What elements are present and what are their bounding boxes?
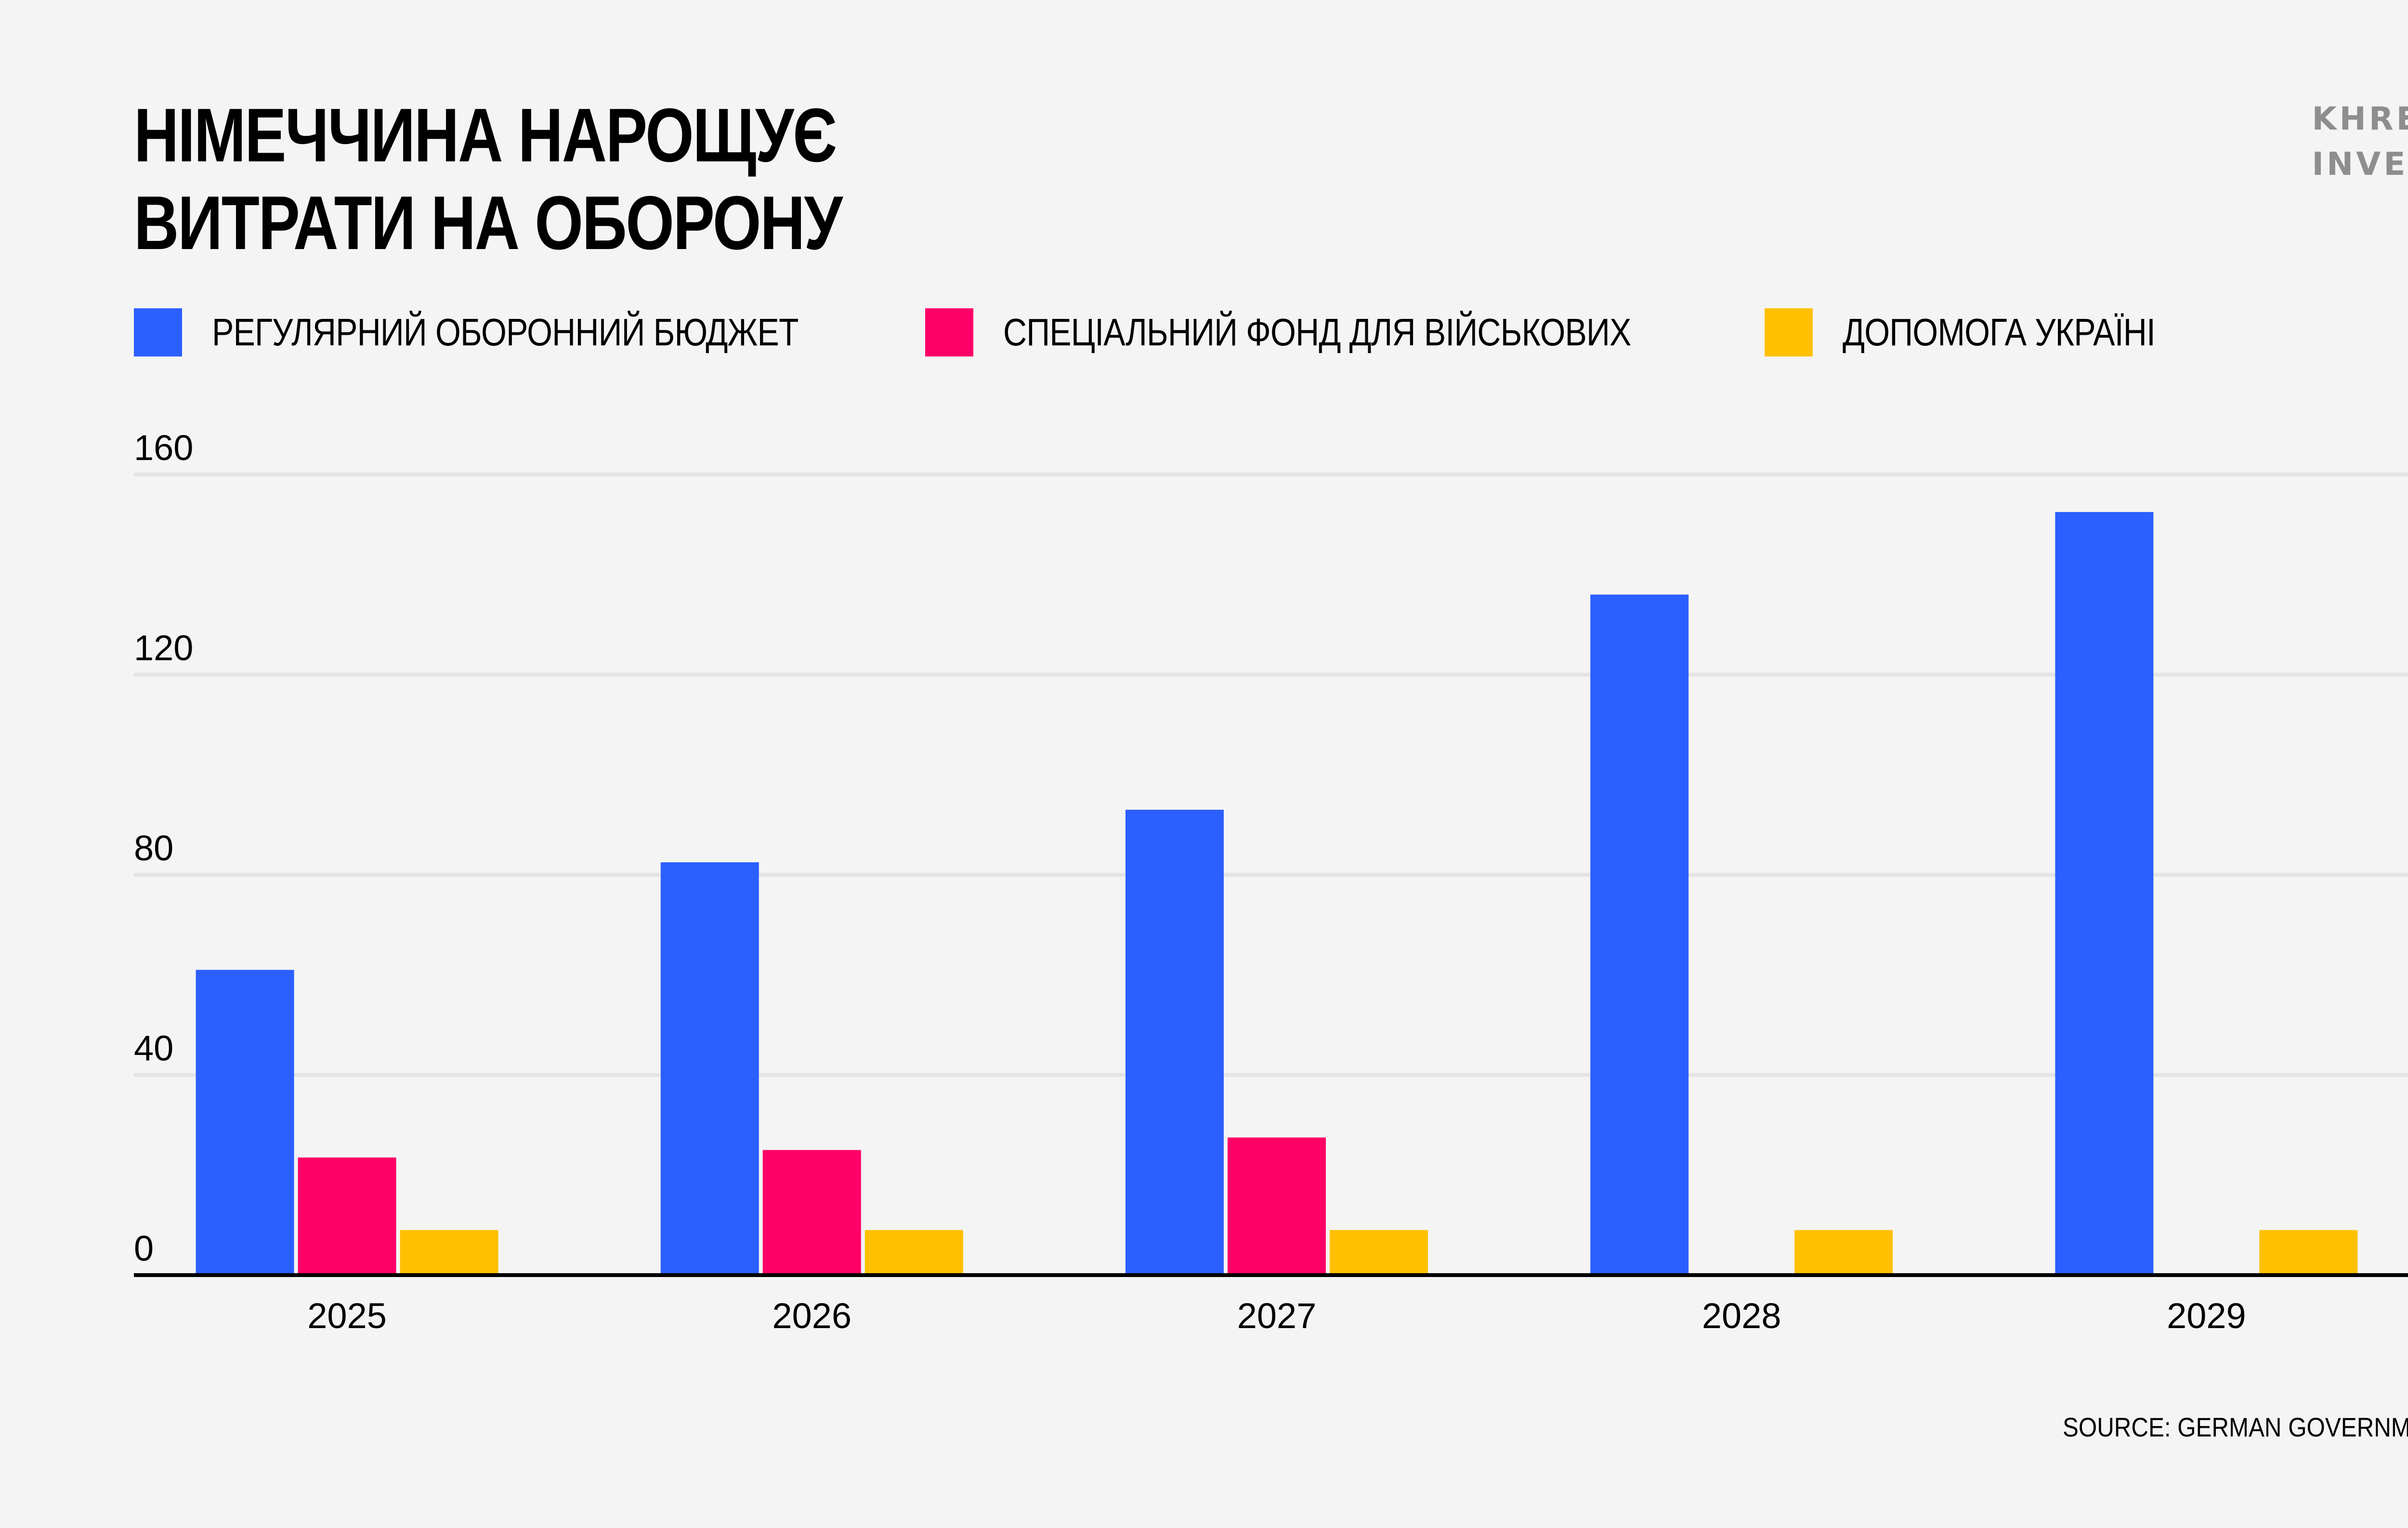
- source-note: SOURCE: GERMAN GOVERNMENT: [2062, 1412, 2408, 1442]
- legend-item-regular-budget: РЕГУЛЯРНИЙ ОБОРОННИЙ БЮДЖЕТ: [134, 308, 902, 356]
- chart-title-line-1: НІМЕЧЧИНА НАРОЩУЄ: [134, 93, 837, 178]
- y-tick-label-120: 120: [134, 628, 193, 668]
- bar-special-fund-2027: [1228, 1137, 1326, 1275]
- y-tick-label-0: 0: [134, 1228, 154, 1268]
- bar-ukraine-aid-2027: [1330, 1230, 1428, 1275]
- legend: РЕГУЛЯРНИЙ ОБОРОННИЙ БЮДЖЕТ СПЕЦІАЛЬНИЙ …: [134, 308, 2234, 356]
- legend-swatch-ukraine-aid: [1765, 308, 1813, 356]
- bar-ukraine-aid-2026: [864, 1230, 963, 1275]
- x-tick-label-2026: 2026: [772, 1296, 851, 1336]
- legend-swatch-regular-budget: [134, 308, 182, 356]
- legend-label-regular-budget: РЕГУЛЯРНИЙ ОБОРОННИЙ БЮДЖЕТ: [212, 311, 799, 354]
- x-tick-label-2027: 2027: [1237, 1296, 1317, 1336]
- bar-special-fund-2025: [298, 1157, 396, 1275]
- legend-label-special-fund: СПЕЦІАЛЬНИЙ ФОНД ДЛЯ ВІЙСЬКОВИХ: [1003, 311, 1631, 354]
- bar-regular-budget-2027: [1125, 809, 1224, 1275]
- brand-logo-line-1: KHRE: [2312, 100, 2408, 137]
- bar-regular-budget-2028: [1590, 594, 1689, 1275]
- y-tick-label-160: 160: [134, 428, 193, 468]
- bar-special-fund-2026: [762, 1150, 861, 1275]
- legend-item-ukraine-aid: ДОПОМОГА УКРАЇНІ: [1765, 308, 2211, 356]
- bar-ukraine-aid-2028: [1794, 1230, 1893, 1275]
- bar-ukraine-aid-2029: [2259, 1230, 2358, 1275]
- brand-logo: KHRE INVEST: [2312, 96, 2408, 187]
- legend-item-special-fund: СПЕЦІАЛЬНИЙ ФОНД ДЛЯ ВІЙСЬКОВИХ: [925, 308, 1742, 356]
- bar-regular-budget-2026: [660, 862, 759, 1275]
- bar-regular-budget-2025: [196, 970, 294, 1275]
- x-tick-label-2028: 2028: [1702, 1296, 1781, 1336]
- brand-logo-line-2: INVEST: [2312, 145, 2408, 183]
- x-tick-label-2029: 2029: [2167, 1296, 2246, 1336]
- legend-label-ukraine-aid: ДОПОМОГА УКРАЇНІ: [1843, 311, 2156, 354]
- bar-regular-budget-2029: [2055, 512, 2154, 1275]
- chart-title: НІМЕЧЧИНА НАРОЩУЄ ВИТРАТИ НА ОБОРОНУ: [134, 92, 843, 267]
- bar-ukraine-aid-2025: [400, 1230, 498, 1275]
- y-tick-label-80: 80: [134, 828, 173, 868]
- chart-title-line-2: ВИТРАТИ НА ОБОРОНУ: [134, 181, 843, 265]
- legend-swatch-special-fund: [925, 308, 973, 356]
- x-tick-label-2025: 2025: [307, 1296, 387, 1336]
- y-tick-label-40: 40: [134, 1028, 173, 1068]
